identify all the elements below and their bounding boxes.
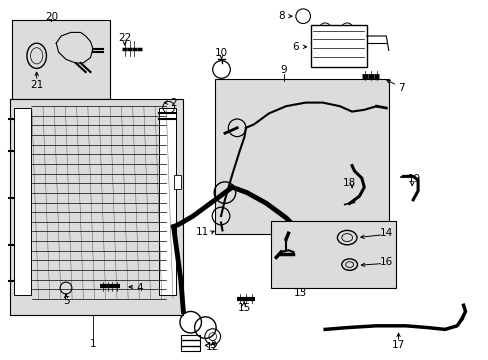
- Bar: [173, 175, 181, 189]
- Text: 1: 1: [89, 339, 96, 349]
- Bar: [271, 221, 395, 288]
- Text: 15: 15: [237, 303, 251, 313]
- Text: 13: 13: [293, 288, 307, 298]
- Text: 12: 12: [205, 342, 219, 352]
- Text: 5: 5: [62, 296, 69, 306]
- Text: 17: 17: [391, 340, 405, 350]
- Bar: [181, 335, 200, 351]
- Text: 3: 3: [209, 340, 216, 350]
- Bar: [12, 20, 110, 99]
- Text: 6: 6: [292, 42, 299, 52]
- Circle shape: [299, 13, 306, 20]
- Bar: [159, 108, 176, 295]
- Text: 10: 10: [215, 48, 227, 58]
- Bar: [144, 99, 159, 106]
- Text: 16: 16: [379, 257, 392, 267]
- Text: 11: 11: [196, 227, 209, 237]
- Text: 14: 14: [379, 228, 392, 238]
- Bar: [215, 79, 388, 234]
- Text: 18: 18: [342, 178, 356, 188]
- Text: 8: 8: [277, 11, 284, 21]
- Text: 4: 4: [136, 283, 142, 293]
- Text: 9: 9: [280, 65, 286, 75]
- Text: 7: 7: [397, 83, 404, 93]
- Text: 2: 2: [170, 98, 177, 108]
- Text: 22: 22: [118, 33, 131, 43]
- Bar: [10, 99, 183, 315]
- Bar: [310, 25, 366, 67]
- Text: 20: 20: [45, 12, 58, 22]
- Bar: [14, 108, 31, 295]
- Text: 19: 19: [407, 174, 421, 184]
- Text: 21: 21: [30, 80, 43, 90]
